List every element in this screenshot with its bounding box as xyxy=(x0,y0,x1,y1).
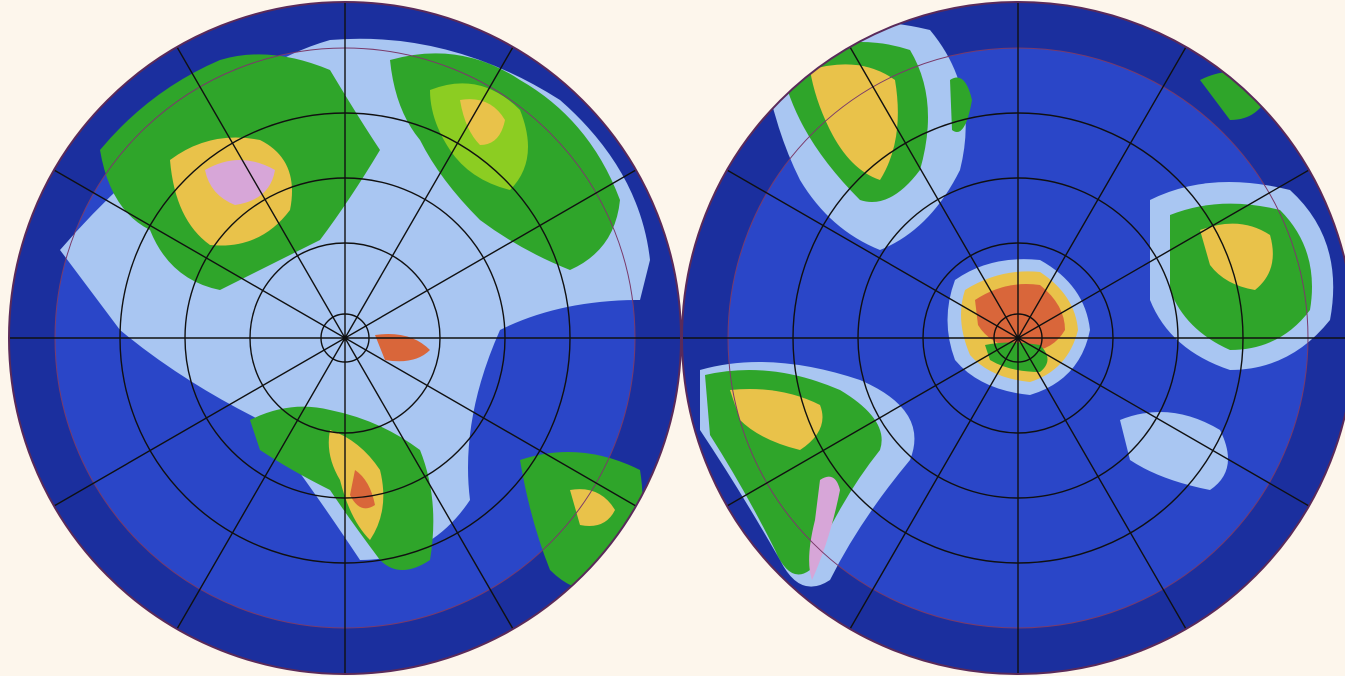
southern-hemisphere-disc xyxy=(681,1,1345,675)
northern-hemisphere-disc xyxy=(8,1,682,675)
southern-graticule xyxy=(682,2,1345,674)
northern-graticule xyxy=(9,2,681,674)
